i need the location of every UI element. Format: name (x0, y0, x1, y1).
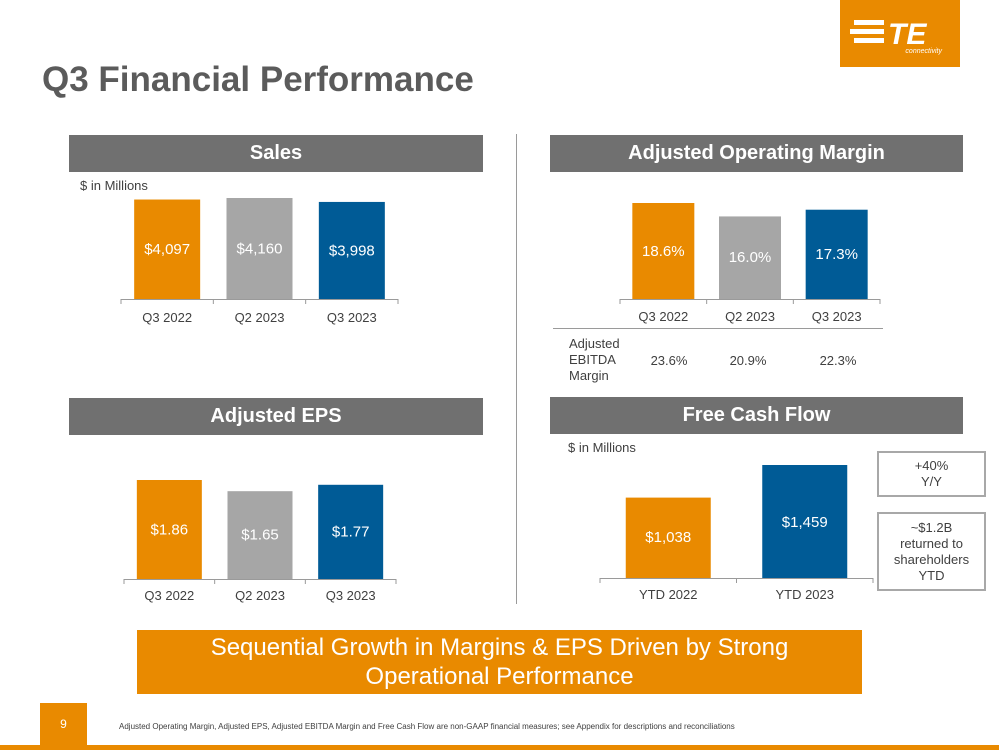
sales-category-label: Q3 2023 (327, 310, 377, 325)
shareholder-return-line-4: YTD (918, 567, 945, 583)
adjusted-eps-data-label: $1.65 (241, 526, 279, 543)
sales-units-note: $ in Millions (80, 178, 148, 193)
ebitda-value-q3-2023: 22.3% (819, 353, 857, 368)
adjusted-operating-margin-bar-q3-2023 (805, 209, 868, 299)
ebitda-label: Adjusted EBITDA Margin (569, 336, 620, 384)
sales-bar-q2-2023 (226, 198, 293, 299)
adjusted-eps-category-label: Q3 2022 (144, 588, 194, 603)
free-cash-flow-category-label: YTD 2023 (775, 587, 834, 602)
te-logo: TE connectivity (840, 0, 960, 67)
ebitda-value-q3-2022: 23.6% (650, 353, 688, 368)
sales-category-label: Q2 2023 (235, 310, 285, 325)
adjusted-operating-margin-category-label: Q2 2023 (725, 309, 775, 324)
ebitda-label-line-2: EBITDA (569, 352, 616, 367)
adjusted-eps-bar-q3-2022 (136, 480, 202, 579)
logo-subtext: connectivity (905, 48, 942, 55)
summary-banner: Sequential Growth in Margins & EPS Drive… (137, 630, 862, 694)
yoy-growth-callout: +40% Y/Y (877, 451, 986, 497)
adjusted-operating-margin-bar-q3-2022 (632, 203, 695, 299)
adjusted-operating-margin-category-label: Q3 2023 (812, 309, 862, 324)
sales-data-label: $4,160 (237, 241, 283, 258)
adjusted-eps-category-label: Q3 2023 (326, 588, 376, 603)
page-title: Q3 Financial Performance (42, 60, 474, 99)
te-logo-mark-icon: TE connectivity (850, 18, 942, 55)
yoy-growth-line-2: Y/Y (921, 474, 942, 489)
adjusted-operating-margin-bar-q2-2023 (719, 216, 781, 299)
sales-data-label: $3,998 (329, 242, 375, 259)
sales-category-label: Q3 2022 (142, 310, 192, 325)
free-cash-flow-category-label: YTD 2022 (639, 587, 698, 602)
center-divider (516, 134, 517, 604)
ebitda-value-q2-2023: 20.9% (729, 353, 767, 368)
adjusted-eps-data-label: $1.86 (151, 521, 189, 538)
shareholder-return-callout: ~$1.2B returned to shareholders YTD (877, 512, 986, 591)
eps-header: Adjusted EPS (69, 398, 483, 435)
page-number: 9 (40, 703, 87, 745)
adjusted-eps-data-label: $1.77 (332, 524, 370, 541)
ebitda-label-line-1: Adjusted (569, 336, 620, 351)
free-cash-flow-bar-ytd-2022 (625, 497, 711, 578)
adjusted-eps-category-label: Q2 2023 (235, 588, 285, 603)
sales-data-label: $4,097 (144, 241, 190, 258)
adjusted-operating-margin-data-label: 17.3% (815, 246, 858, 263)
free-cash-flow-header: Free Cash Flow (550, 397, 963, 434)
sales-bar-q3-2023 (318, 201, 385, 299)
adjusted-operating-margin-category-label: Q3 2022 (638, 309, 688, 324)
footnote: Adjusted Operating Margin, Adjusted EPS,… (119, 722, 735, 731)
adjusted-operating-margin-data-label: 18.6% (642, 243, 685, 260)
free-cash-flow-data-label: $1,038 (645, 529, 691, 546)
free-cash-flow-bar-ytd-2023 (762, 465, 848, 578)
operating-margin-header: Adjusted Operating Margin (550, 135, 963, 172)
shareholder-return-line-1: ~$1.2B (910, 519, 953, 535)
ebitda-separator (553, 328, 883, 329)
ebitda-label-line-3: Margin (569, 368, 609, 383)
free-cash-flow-data-label: $1,459 (782, 514, 828, 531)
adjusted-eps-bar-q3-2023 (318, 484, 384, 579)
shareholder-return-line-2: returned to (900, 535, 963, 551)
adjusted-eps-bar-q2-2023 (227, 491, 293, 579)
sales-header: Sales (69, 135, 483, 172)
footer-rule (0, 745, 999, 750)
yoy-growth-line-1: +40% (914, 458, 949, 473)
fcf-units-note: $ in Millions (568, 440, 636, 455)
sales-bar-q3-2022 (134, 199, 201, 299)
logo-text: TE (888, 18, 927, 51)
adjusted-operating-margin-data-label: 16.0% (729, 249, 772, 266)
shareholder-return-line-3: shareholders (893, 551, 970, 567)
